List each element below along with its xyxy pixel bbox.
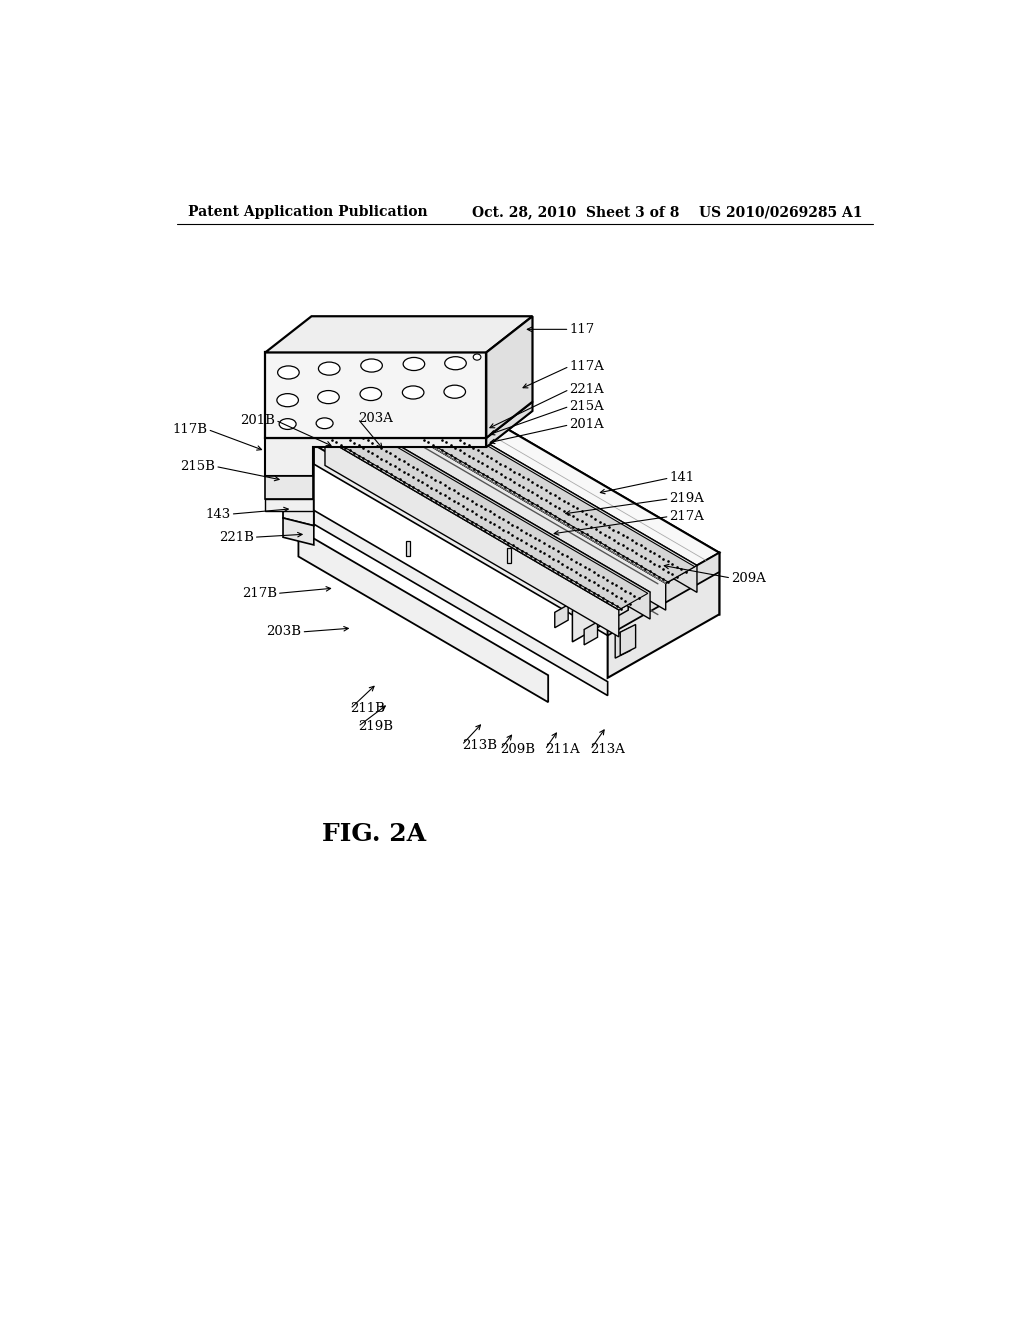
Polygon shape (283, 437, 313, 525)
Ellipse shape (403, 358, 425, 371)
Polygon shape (403, 395, 697, 593)
Text: 215B: 215B (180, 459, 215, 473)
Polygon shape (572, 579, 628, 642)
Polygon shape (372, 412, 666, 610)
Ellipse shape (278, 366, 299, 379)
Ellipse shape (276, 393, 298, 407)
Polygon shape (425, 381, 719, 614)
Text: 217A: 217A (670, 510, 705, 523)
Ellipse shape (444, 356, 466, 370)
Polygon shape (407, 541, 410, 556)
Text: 211A: 211A (545, 743, 580, 756)
Ellipse shape (318, 362, 340, 375)
Text: 117B: 117B (173, 422, 208, 436)
Polygon shape (325, 421, 650, 610)
Polygon shape (265, 317, 532, 352)
Polygon shape (283, 517, 313, 545)
Polygon shape (486, 401, 532, 447)
Polygon shape (607, 553, 719, 635)
Polygon shape (313, 445, 607, 635)
Ellipse shape (280, 418, 296, 429)
Text: 221B: 221B (219, 531, 254, 544)
Ellipse shape (402, 385, 424, 399)
Text: 117: 117 (569, 323, 595, 335)
Polygon shape (265, 475, 313, 499)
Text: 117A: 117A (569, 360, 604, 372)
Text: Patent Application Publication: Patent Application Publication (188, 206, 428, 219)
Ellipse shape (317, 391, 339, 404)
Polygon shape (615, 627, 631, 659)
Ellipse shape (316, 418, 333, 429)
Polygon shape (265, 352, 486, 438)
Text: 221A: 221A (569, 383, 604, 396)
Polygon shape (356, 421, 650, 619)
Text: 209B: 209B (500, 743, 536, 756)
Polygon shape (555, 605, 568, 628)
Ellipse shape (473, 354, 481, 360)
Polygon shape (328, 422, 648, 609)
Text: 201B: 201B (241, 413, 275, 426)
Polygon shape (607, 553, 719, 678)
Text: 219B: 219B (357, 721, 393, 733)
Polygon shape (265, 499, 313, 511)
Text: 211B: 211B (350, 702, 385, 715)
Polygon shape (621, 624, 636, 655)
Polygon shape (325, 438, 618, 636)
Polygon shape (372, 395, 697, 583)
Ellipse shape (444, 385, 466, 399)
Text: 213A: 213A (590, 743, 625, 756)
Polygon shape (374, 395, 694, 582)
Ellipse shape (360, 359, 382, 372)
Polygon shape (486, 317, 532, 438)
Text: 217B: 217B (242, 587, 276, 601)
Ellipse shape (360, 388, 382, 400)
Text: 201A: 201A (569, 418, 604, 432)
Polygon shape (584, 622, 598, 645)
Text: 141: 141 (670, 471, 694, 484)
Polygon shape (313, 511, 607, 696)
Text: 203A: 203A (357, 412, 392, 425)
Text: Oct. 28, 2010  Sheet 3 of 8: Oct. 28, 2010 Sheet 3 of 8 (472, 206, 679, 219)
Text: US 2010/0269285 A1: US 2010/0269285 A1 (698, 206, 862, 219)
Text: 203B: 203B (266, 626, 301, 639)
Text: 143: 143 (206, 508, 230, 520)
Polygon shape (508, 548, 511, 564)
Polygon shape (313, 381, 719, 616)
Text: 219A: 219A (670, 492, 705, 506)
Text: FIG. 2A: FIG. 2A (322, 822, 426, 846)
Text: 209A: 209A (731, 572, 766, 585)
Polygon shape (265, 438, 486, 475)
Polygon shape (313, 411, 532, 447)
Text: 215A: 215A (569, 400, 604, 413)
Text: 213B: 213B (462, 739, 497, 751)
Polygon shape (298, 529, 548, 702)
